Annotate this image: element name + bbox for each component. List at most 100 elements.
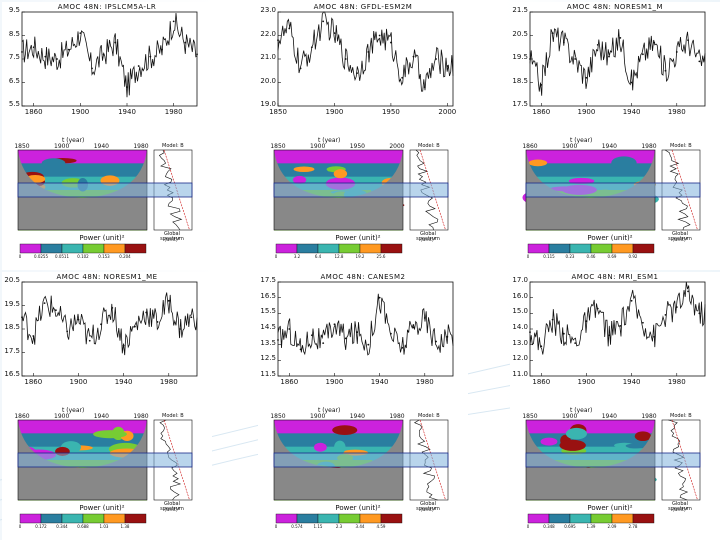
data-point bbox=[540, 83, 543, 86]
power-band bbox=[274, 433, 403, 448]
global-spectrum-label: Global spectrum bbox=[160, 501, 184, 512]
data-point bbox=[67, 48, 70, 51]
data-point bbox=[21, 51, 23, 53]
y-tick-label: 21.5 bbox=[512, 6, 528, 14]
data-point bbox=[277, 39, 279, 42]
data-point bbox=[675, 51, 678, 53]
colorbar-tick: 12.8 bbox=[334, 254, 344, 259]
data-point bbox=[596, 307, 599, 310]
colorbar-cell bbox=[527, 513, 550, 524]
data-point bbox=[596, 44, 599, 46]
y-tick-label: 16.5 bbox=[4, 370, 20, 378]
colorbar-cell bbox=[40, 513, 63, 524]
x-tick-label: 1980 bbox=[164, 108, 183, 116]
colorbar-cell bbox=[82, 513, 105, 524]
model-label: Model: B bbox=[162, 413, 184, 419]
colorbar-cell bbox=[103, 243, 126, 254]
data-point bbox=[574, 58, 577, 60]
data-point bbox=[43, 302, 46, 305]
data-point bbox=[21, 316, 23, 319]
wavelet-x-tick: 1900 bbox=[562, 413, 578, 420]
time-axis-label: t (year) bbox=[62, 407, 85, 414]
data-point bbox=[630, 299, 633, 302]
colorbar-cell bbox=[124, 513, 147, 524]
data-point bbox=[356, 72, 358, 74]
colorbar-cell bbox=[338, 513, 361, 524]
wavelet-x-tick: 1860 bbox=[522, 143, 538, 150]
data-point bbox=[161, 48, 163, 51]
wavelet-x-tick: 1980 bbox=[641, 143, 657, 150]
colorbar-tick: 0.46 bbox=[586, 254, 596, 259]
data-point bbox=[156, 321, 159, 323]
colorbar-cell bbox=[103, 513, 126, 524]
data-point bbox=[288, 328, 291, 330]
global-spectrum-label: Global spectrum bbox=[416, 231, 440, 242]
power-blob bbox=[93, 430, 127, 439]
data-point bbox=[367, 51, 370, 53]
period-highlight-band bbox=[525, 182, 701, 198]
colorbar-tick: 0.204 bbox=[119, 254, 131, 259]
chart-title: AMOC 48N: MRI_ESM1 bbox=[571, 273, 659, 281]
wavelet-x-tick: 2000 bbox=[389, 143, 405, 150]
y-tick-label: 23.0 bbox=[260, 6, 276, 14]
x-tick-label: 1860 bbox=[24, 378, 43, 386]
wavelet-x-tick: 1980 bbox=[133, 143, 149, 150]
data-point bbox=[288, 27, 291, 30]
data-point bbox=[562, 41, 565, 44]
x-tick-label: 1980 bbox=[667, 108, 686, 116]
y-tick-label: 17.5 bbox=[512, 100, 528, 108]
colorbar-tick: 0 bbox=[18, 524, 22, 529]
data-point bbox=[585, 76, 588, 79]
data-point bbox=[196, 53, 198, 56]
global-spectrum-label: Global spectrum bbox=[668, 501, 692, 512]
colorbar-tick: 0.69 bbox=[607, 254, 617, 259]
data-point bbox=[551, 318, 554, 321]
data-point bbox=[310, 46, 313, 49]
wavelet-x-tick: 1850 bbox=[270, 413, 286, 420]
data-point bbox=[529, 58, 531, 60]
data-point bbox=[435, 340, 437, 343]
colorbar-cell bbox=[338, 243, 361, 254]
x-tick-label: 1850 bbox=[269, 108, 287, 116]
wavelet-x-tick: 1980 bbox=[641, 413, 657, 420]
x-tick-label: 1860 bbox=[532, 108, 551, 116]
data-point bbox=[299, 348, 302, 351]
power-blob bbox=[540, 437, 558, 446]
power-label: Power (unit)² bbox=[587, 234, 633, 242]
data-point bbox=[145, 311, 148, 314]
power-label: Power (unit)² bbox=[335, 504, 381, 512]
data-point bbox=[390, 332, 392, 335]
series-line bbox=[21, 12, 198, 98]
plot-frame bbox=[277, 11, 454, 107]
data-point bbox=[423, 317, 426, 319]
colorbar-cell bbox=[569, 513, 592, 524]
data-point bbox=[390, 41, 392, 44]
y-tick-label: 18.5 bbox=[512, 76, 528, 85]
x-tick-label: 1980 bbox=[415, 378, 434, 386]
power-blob bbox=[568, 177, 595, 185]
wavelet-x-tick: 1850 bbox=[270, 143, 286, 150]
x-tick-label: 1900 bbox=[577, 108, 596, 116]
colorbar-tick: 2.09 bbox=[607, 524, 617, 529]
colorbar-tick: 1.15 bbox=[313, 524, 323, 529]
data-point bbox=[54, 309, 57, 312]
x-tick-label: 1860 bbox=[24, 108, 43, 116]
y-tick-label: 5.5 bbox=[8, 100, 20, 108]
data-point bbox=[378, 296, 381, 299]
data-point bbox=[310, 334, 313, 337]
colorbar-tick: 0.23 bbox=[565, 254, 575, 259]
series-line bbox=[277, 293, 454, 356]
colorbar-tick: 1.39 bbox=[586, 524, 596, 529]
data-point bbox=[56, 58, 58, 60]
global-units-label: (unit)² bbox=[672, 237, 688, 243]
colorbar-cell bbox=[61, 513, 84, 524]
colorbar-tick: 0 bbox=[18, 254, 22, 259]
y-tick-label: 17.5 bbox=[4, 346, 20, 355]
x-tick-label: 1900 bbox=[325, 108, 344, 116]
colorbar-cell bbox=[611, 243, 634, 254]
y-tick-label: 13.0 bbox=[512, 338, 528, 347]
global-units-label: (unit)² bbox=[672, 507, 688, 513]
cone-of-influence bbox=[526, 150, 655, 230]
chart-title: AMOC 48N: NORESM1_ME bbox=[56, 273, 158, 281]
colorbar-tick: 3.44 bbox=[355, 524, 365, 529]
